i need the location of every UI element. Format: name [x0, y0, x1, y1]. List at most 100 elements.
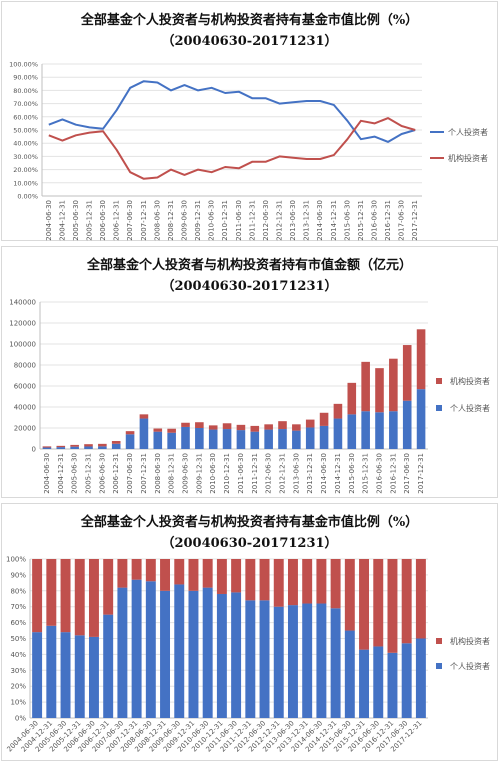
- bar-segment-institution: [98, 443, 107, 447]
- x-tick-label: 2011-06-30: [237, 453, 245, 494]
- bar-segment-individual: [278, 429, 287, 449]
- bar-segment-individual: [287, 605, 298, 718]
- chart-2-stacked-bar-plot: 0 20000 40000 60000 80000 100000 120000 140000 2…: [9, 299, 490, 494]
- bar-segment-individual: [250, 431, 260, 449]
- bar-segment-institution: [319, 412, 329, 426]
- y-tick-label: 0%: [15, 715, 26, 723]
- bar-segment-institution: [361, 361, 370, 412]
- x-tick-label: 2007-06-30: [126, 453, 134, 494]
- x-tick-label: 2015-06-30: [343, 200, 351, 241]
- bar-segment-individual: [415, 638, 426, 718]
- chart-1-line-plot: 0.00% 10.00% 20.00% 30.00% 40.00% 50.00% 60.00…: [9, 61, 488, 241]
- bar-segment-individual: [160, 590, 171, 718]
- x-tick-label: 2017-06-30: [398, 200, 406, 241]
- bar-segment-institution: [292, 424, 301, 431]
- bar-segment-institution: [416, 329, 426, 390]
- x-tick-label: 2005-12-31: [85, 453, 93, 494]
- bar-segment-institution: [32, 559, 43, 633]
- x-tick-label: 2009-06-30: [182, 453, 190, 494]
- x-tick-label: 2016-06-30: [371, 200, 379, 241]
- y-tick-label: 100.00%: [9, 61, 38, 69]
- bar-segment-institution: [46, 559, 57, 626]
- y-tick-label: 140000: [9, 299, 36, 307]
- bar-segment-individual: [32, 632, 43, 718]
- y-tick-label: 60000: [14, 383, 36, 391]
- bar-segment-institution: [139, 414, 149, 419]
- x-tick-label: 2006-06-30: [99, 200, 107, 241]
- bar-segment-individual: [316, 603, 327, 718]
- bar-segment-institution: [389, 358, 398, 412]
- bar-segment-institution: [131, 559, 142, 580]
- bar-segment-individual: [416, 389, 426, 449]
- x-tick-label: 2013-12-31: [306, 453, 314, 494]
- x-tick-label: 2008-12-31: [168, 453, 176, 494]
- x-tick-label: 2011-06-30: [235, 200, 243, 241]
- bar-segment-individual: [46, 625, 57, 718]
- y-tick-label: 10%: [10, 699, 26, 707]
- y-tick-label: 30.00%: [13, 153, 38, 161]
- bar-segment-institution: [236, 424, 246, 431]
- legend-label: 机构投资者: [450, 376, 490, 386]
- x-tick-label: 2005-06-30: [71, 453, 79, 494]
- bar-segment-institution: [208, 425, 218, 430]
- x-tick-label: 2009-06-30: [181, 200, 189, 241]
- bar-segment-institution: [330, 559, 341, 609]
- bar-segment-individual: [139, 418, 149, 449]
- y-tick-label: 100000: [9, 341, 36, 349]
- legend-swatch: [436, 405, 442, 411]
- bar-segment-institution: [74, 559, 85, 636]
- bar-segment-institution: [344, 559, 355, 631]
- legend-label: 个人投资者: [448, 127, 488, 137]
- bar-segment-individual: [302, 603, 313, 718]
- y-tick-label: 50%: [10, 635, 26, 643]
- bar-segment-individual: [84, 446, 93, 449]
- bar-segment-individual: [167, 432, 176, 449]
- y-tick-label: 0.00%: [17, 193, 38, 201]
- bar-segment-individual: [125, 434, 135, 449]
- bar-segment-individual: [344, 630, 355, 718]
- x-tick-label: 2014-12-31: [334, 453, 342, 494]
- x-tick-label: 2004-12-31: [58, 200, 66, 241]
- x-tick-label: 2015-12-31: [357, 200, 365, 241]
- bar-segment-institution: [250, 425, 260, 432]
- x-tick-label: 2012-06-30: [265, 453, 273, 494]
- x-tick-label: 2010-06-30: [209, 453, 217, 494]
- legend-label: 个人投资者: [450, 403, 490, 413]
- series-line-institution: [48, 117, 416, 180]
- x-tick-label: 2012-06-30: [262, 200, 270, 241]
- bar-segment-individual: [264, 429, 273, 449]
- bar-segment-individual: [236, 430, 246, 449]
- y-tick-label: 70%: [10, 603, 26, 611]
- x-tick-label: 2006-06-30: [98, 453, 106, 494]
- y-tick-label: 20.00%: [13, 166, 38, 174]
- bar-segment-individual: [60, 632, 71, 718]
- y-tick-label: 50.00%: [13, 127, 38, 135]
- bar-segment-institution: [347, 382, 357, 415]
- x-tick-label: 2009-12-31: [195, 453, 203, 494]
- bar-segment-institution: [302, 559, 313, 604]
- bar-segment-individual: [103, 614, 114, 718]
- bar-segment-institution: [415, 559, 426, 639]
- y-tick-label: 20000: [14, 425, 36, 433]
- x-tick-label: 2004-12-31: [57, 453, 65, 494]
- y-tick-label: 100%: [6, 556, 26, 564]
- bar-segment-institution: [305, 419, 315, 428]
- x-tick-label: 2013-12-31: [303, 200, 311, 241]
- x-tick-label: 2008-12-31: [167, 200, 175, 241]
- bar-segment-individual: [216, 593, 227, 718]
- bar-segment-individual: [333, 418, 343, 449]
- legend-swatch: [436, 378, 442, 384]
- bar-segment-institution: [60, 559, 71, 633]
- bar-segment-individual: [305, 427, 315, 449]
- x-tick-label: 2007-12-31: [140, 200, 148, 241]
- x-tick-label: 2016-06-30: [376, 453, 384, 494]
- y-tick-label: 80.00%: [13, 87, 38, 95]
- bar-segment-individual: [387, 652, 398, 718]
- bar-segment-institution: [202, 559, 213, 588]
- x-tick-label: 2006-12-31: [112, 453, 120, 494]
- x-tick-label: 2014-06-30: [320, 453, 328, 494]
- y-tick-label: 30%: [10, 667, 26, 675]
- chart-1-title: 全部基金个人投资者与机构投资者持有基金市值比例（%）: [80, 13, 419, 28]
- x-tick-label: 2010-06-30: [208, 200, 216, 241]
- bar-segment-individual: [402, 400, 412, 449]
